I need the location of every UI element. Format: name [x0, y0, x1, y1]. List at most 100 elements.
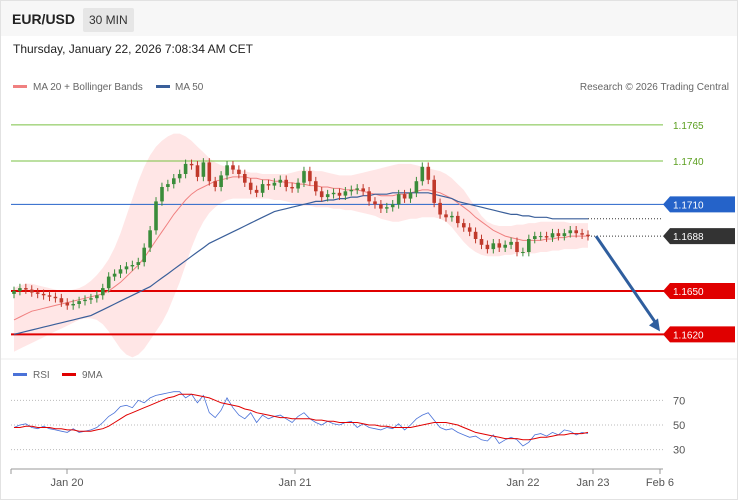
price-level-labels: 1.1765 1.1740 1.1710 1.1688 1.1650 1.1620	[663, 121, 735, 343]
candle-body	[568, 230, 573, 234]
candle-body	[266, 184, 271, 186]
candle-body	[550, 233, 555, 238]
candle-body	[420, 166, 425, 182]
candle-body	[562, 233, 567, 237]
candle-body	[18, 288, 22, 291]
time-axis-ticks: Jan 20 Jan 21 Jan 22 Jan 23 Feb 6	[10, 469, 674, 489]
candle-body	[254, 189, 259, 193]
bollinger-band-area	[14, 133, 588, 358]
resistance-label: 1.1765	[673, 121, 704, 132]
candle-body	[89, 298, 93, 300]
rsi-level-label: 30	[673, 445, 685, 457]
x-tick-label: Jan 23	[576, 477, 609, 489]
candle-body	[172, 178, 176, 185]
support-label-box	[663, 326, 735, 343]
candle-body	[260, 184, 265, 193]
candle-body	[444, 214, 448, 218]
candle-body	[248, 182, 253, 190]
rsi-level-label: 70	[673, 395, 685, 407]
pivot-label: 1.1710	[673, 200, 704, 211]
candle-body	[189, 163, 194, 166]
candle-body	[432, 179, 436, 203]
candle-body	[284, 179, 288, 187]
x-tick-label: Jan 20	[50, 477, 83, 489]
candle-body	[237, 169, 241, 174]
candle-body	[462, 223, 466, 228]
rsi-legend-label: RSI	[33, 370, 50, 381]
interval-button[interactable]: 30 MIN	[83, 8, 134, 32]
candle-body	[509, 241, 513, 245]
candle-body	[106, 276, 111, 289]
rsi-ma-legend-swatch	[62, 373, 76, 376]
x-tick-label: Feb 6	[646, 477, 674, 489]
candle-body	[414, 181, 419, 193]
candle-body	[450, 215, 454, 218]
candle-body	[142, 247, 146, 263]
candle-body	[544, 236, 549, 238]
candle-body	[112, 273, 117, 277]
candle-body	[41, 293, 46, 296]
support-label: 1.1650	[673, 287, 704, 298]
candle-body	[207, 162, 212, 182]
last-price-label-box	[663, 228, 735, 245]
candle-body	[213, 181, 217, 187]
rsi-ma-line	[14, 393, 589, 441]
candle-body	[302, 171, 306, 183]
candle-body	[337, 192, 342, 196]
ma20-legend-label: MA 20 + Bollinger Bands	[33, 82, 143, 93]
candle-body	[497, 243, 502, 248]
ma20-line	[13, 176, 588, 321]
candle-body	[225, 165, 229, 176]
timestamp: Thursday, January 22, 2026 7:08:34 AM CE…	[13, 42, 253, 56]
candle-body	[166, 184, 170, 187]
candle-body	[136, 262, 141, 265]
candle-body	[361, 188, 365, 192]
credit-text: Research © 2026 Trading Central	[580, 82, 729, 93]
top-toolbar: EUR/USD 30 MIN	[1, 1, 737, 36]
candle-body	[154, 201, 158, 231]
support-label: 1.1620	[673, 330, 704, 341]
candle-body	[243, 174, 247, 183]
candle-body	[24, 288, 28, 290]
rsi-panel: 70 50 30	[11, 391, 685, 457]
candle-body	[95, 295, 99, 299]
candle-body	[53, 296, 58, 299]
candle-body	[65, 302, 70, 306]
candle-body	[527, 239, 531, 252]
candle-body	[331, 192, 336, 195]
price-levels	[11, 124, 668, 336]
candle-body	[521, 252, 525, 253]
symbol-label: EUR/USD	[12, 11, 76, 27]
candle-body	[515, 241, 519, 252]
candle-body	[278, 179, 283, 183]
candle-body	[538, 236, 543, 238]
candle-body	[30, 289, 34, 293]
candle-body	[556, 233, 561, 237]
moving-averages	[13, 176, 588, 335]
candlesticks	[12, 158, 590, 310]
candle-body	[456, 215, 460, 224]
candle-body	[219, 175, 223, 187]
candle-body	[473, 231, 478, 239]
projection-arrow-head	[649, 318, 660, 332]
ma50-legend-swatch	[156, 85, 170, 88]
candle-body	[12, 291, 16, 294]
candle-body	[308, 171, 312, 182]
candle-body	[148, 230, 152, 248]
candle-body	[355, 188, 359, 190]
candle-body	[296, 182, 300, 189]
x-tick-label: Jan 21	[278, 477, 311, 489]
candle-body	[71, 304, 75, 306]
candle-body	[59, 298, 64, 303]
candle-body	[390, 204, 395, 208]
candle-body	[160, 187, 164, 202]
ma50-line	[13, 192, 588, 335]
candle-body	[533, 236, 537, 239]
support-label-box	[663, 283, 735, 299]
candle-body	[130, 265, 135, 267]
candle-body	[373, 201, 377, 205]
bollinger-bands	[14, 133, 588, 358]
candle-body	[396, 194, 401, 205]
candle-body	[314, 181, 318, 192]
